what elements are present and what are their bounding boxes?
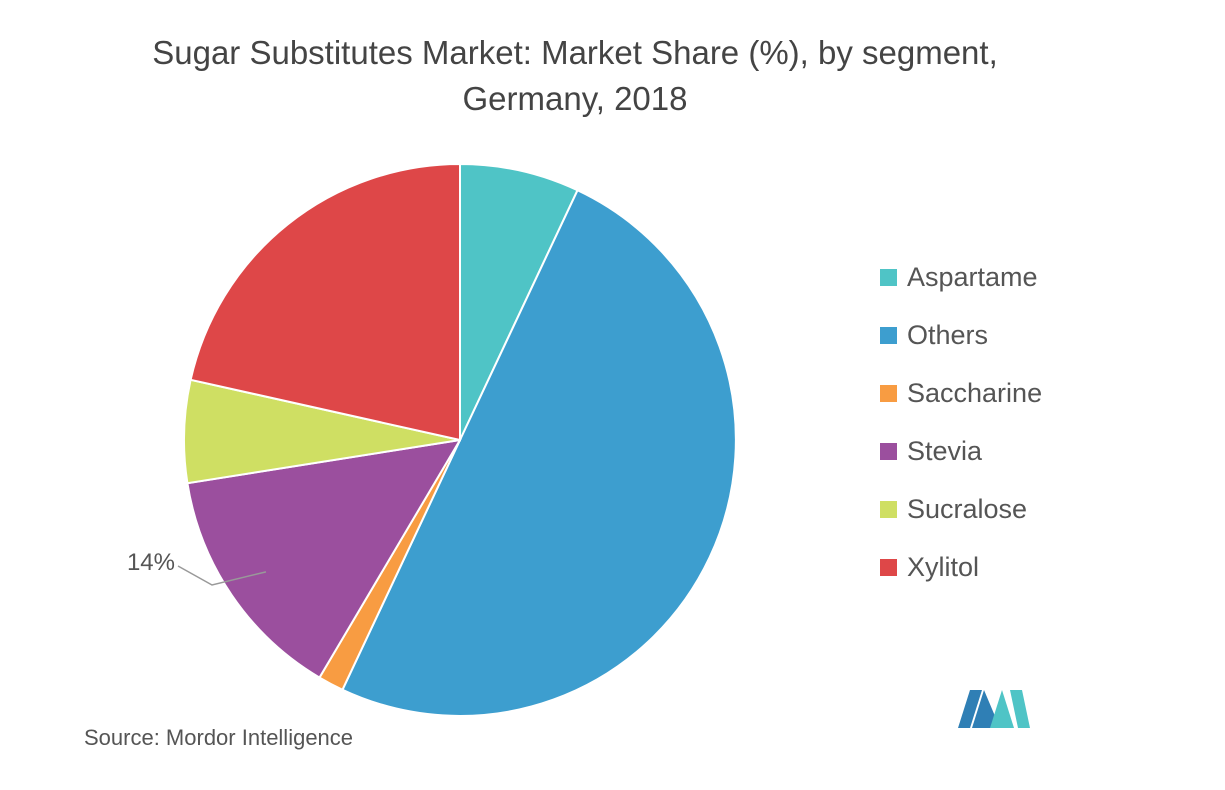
legend-swatch xyxy=(880,384,897,402)
legend-label: Aspartame xyxy=(907,261,1038,292)
leader-line xyxy=(177,565,267,586)
legend-swatch xyxy=(880,268,897,286)
pie-slice-aspartame xyxy=(459,162,579,441)
legend-swatch xyxy=(880,500,897,518)
legend-item-aspartame: Aspartame xyxy=(880,248,1042,306)
legend-item-xylitol: Xylitol xyxy=(880,538,1042,596)
legend-label: Xylitol xyxy=(907,551,980,582)
legend-label: Saccharine xyxy=(907,377,1043,408)
legend-swatch xyxy=(880,326,897,344)
legend-item-saccharine: Saccharine xyxy=(880,364,1042,422)
legend-label: Stevia xyxy=(907,435,983,466)
pie-slice-others xyxy=(341,188,737,717)
title-line-2: Germany, 2018 xyxy=(462,80,688,117)
legend-item-others: Others xyxy=(880,306,1042,364)
pie-slice-xylitol xyxy=(189,162,461,442)
source-note: Source: Mordor Intelligence xyxy=(84,725,354,750)
chart-title: Sugar Substitutes Market: Market Share (… xyxy=(0,30,1150,122)
legend: Aspartame Others Saccharine Stevia Sucralose… xyxy=(880,248,1042,596)
legend-label: Sucralose xyxy=(907,493,1028,524)
pie-slice-stevia xyxy=(186,438,462,679)
legend-item-sucralose: Sucralose xyxy=(880,480,1042,538)
data-label-stevia: 14% xyxy=(127,549,175,576)
legend-swatch xyxy=(880,558,897,576)
legend-swatch xyxy=(880,442,897,460)
title-line-1: Sugar Substitutes Market: Market Share (… xyxy=(152,34,998,71)
legend-label: Others xyxy=(907,319,989,350)
legend-item-stevia: Stevia xyxy=(880,422,1042,480)
